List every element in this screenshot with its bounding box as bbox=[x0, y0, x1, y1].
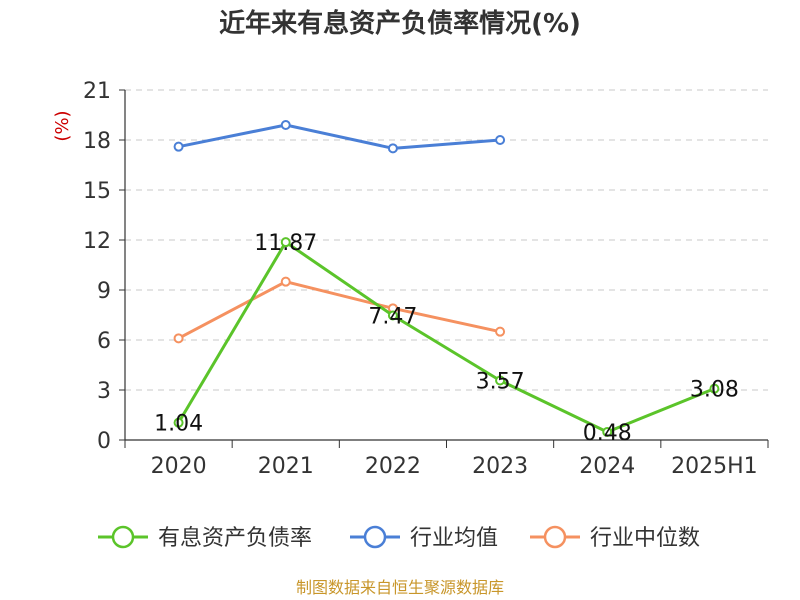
chart-title: 近年来有息资产负债率情况(%) bbox=[219, 8, 581, 39]
series-1-line bbox=[178, 123, 501, 150]
y-tick-label: 18 bbox=[83, 129, 111, 154]
series-0-point bbox=[709, 383, 720, 394]
legend-swatch-marker bbox=[543, 525, 567, 549]
y-tick-label: 12 bbox=[83, 229, 111, 254]
x-tick-label: 2021 bbox=[258, 454, 314, 479]
data-label: 3.08 bbox=[690, 378, 739, 403]
data-label: 1.04 bbox=[154, 412, 203, 437]
data-label: 3.57 bbox=[476, 370, 525, 395]
data-labels: 1.04 11.87 7.47 3.57 0.48 3.08 bbox=[154, 231, 739, 446]
data-label: 11.87 bbox=[254, 231, 317, 256]
series-group bbox=[173, 120, 720, 437]
series-1-point bbox=[495, 135, 506, 145]
x-tick-label: 2023 bbox=[472, 454, 528, 479]
series-1-point bbox=[173, 141, 184, 152]
series-0-point bbox=[387, 310, 398, 321]
x-tick-label: 2025H1 bbox=[671, 454, 758, 479]
y-tick-label: 15 bbox=[83, 179, 111, 204]
series-0-point bbox=[602, 427, 613, 437]
y-tick-label: 6 bbox=[97, 329, 111, 354]
series-1-point bbox=[280, 120, 291, 130]
y-tick-label: 3 bbox=[97, 379, 111, 404]
y-tick-label: 21 bbox=[83, 79, 111, 104]
series-2-point bbox=[495, 326, 506, 337]
y-axis-label: (%) bbox=[52, 110, 73, 141]
legend-entry: 有息资产负债率 bbox=[158, 526, 312, 551]
data-label: 7.47 bbox=[368, 305, 417, 330]
data-label: 0.48 bbox=[583, 421, 632, 446]
x-tick-label: 2024 bbox=[579, 454, 635, 479]
series-0-point bbox=[495, 375, 506, 386]
series-2-point bbox=[280, 276, 291, 287]
series-2-point bbox=[173, 333, 184, 344]
series-2-line bbox=[177, 280, 501, 340]
y-tick-label: 0 bbox=[97, 429, 111, 454]
legend: 有息资产负债率 行业均值 行业中位数 bbox=[98, 525, 700, 551]
series-1-point bbox=[387, 143, 398, 154]
series-0-line bbox=[177, 240, 715, 434]
legend-entry: 行业中位数 bbox=[590, 526, 700, 551]
y-tick-label: 9 bbox=[97, 279, 111, 304]
series-0-point bbox=[173, 417, 184, 428]
x-tick-label: 2022 bbox=[365, 454, 421, 479]
x-tick-label: 2020 bbox=[151, 454, 207, 479]
gridlines bbox=[125, 89, 768, 391]
axes: 0 3 6 9 12 15 18 21 2020 2021 2022 2023 2024 2025H1 bbox=[83, 79, 769, 479]
legend-swatch-marker bbox=[363, 525, 387, 549]
legend-entry: 行业均值 bbox=[410, 526, 498, 551]
series-0-point bbox=[280, 237, 291, 248]
legend-swatch-marker bbox=[111, 525, 135, 549]
source-note: 制图数据来自恒生聚源数据库 bbox=[296, 578, 504, 597]
